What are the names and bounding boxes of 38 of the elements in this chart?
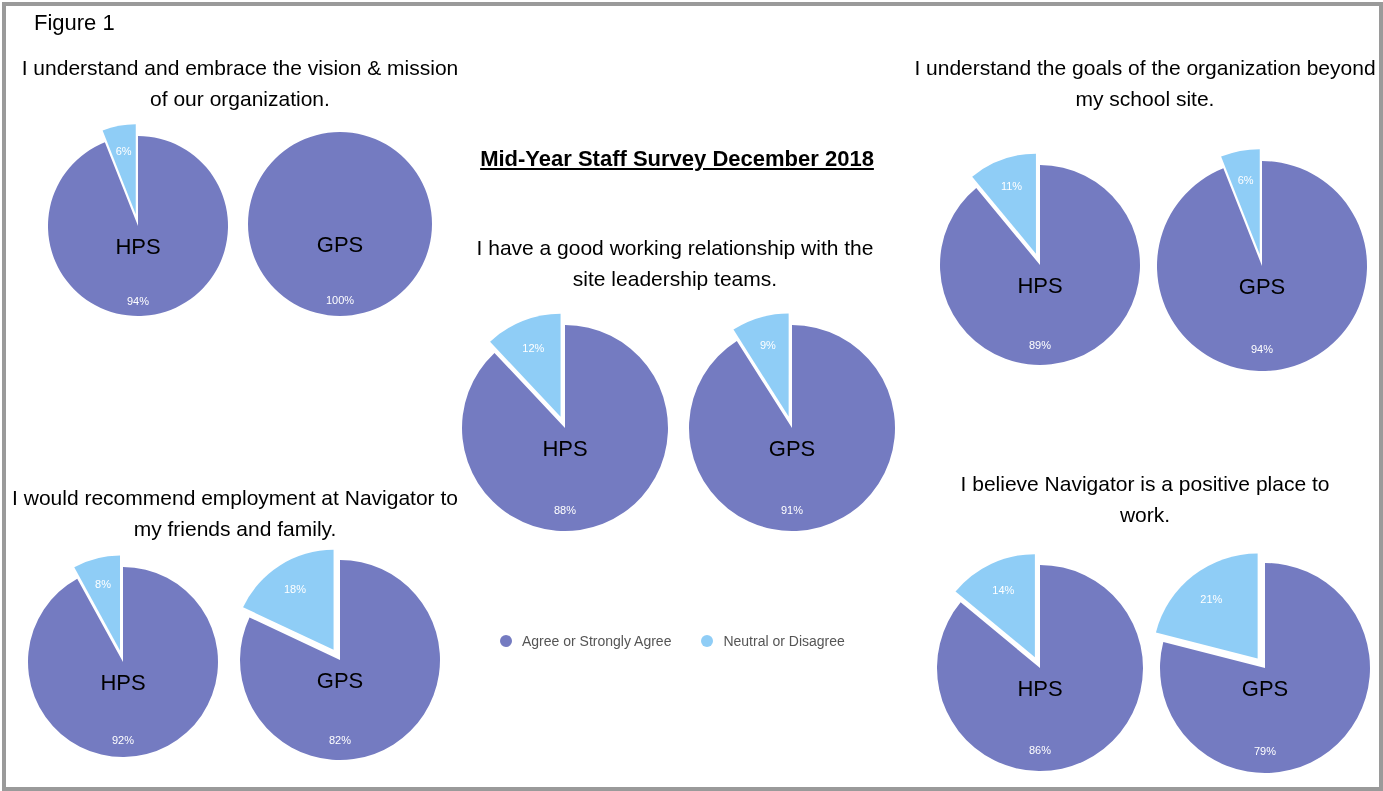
text: HPS <box>99 670 147 696</box>
chart-title: I have a good working relationship with the site leadership teams. <box>475 235 875 292</box>
data-label: 11% <box>1000 179 1023 192</box>
data-label: 88% <box>553 503 577 516</box>
data-label: 91% <box>780 503 804 516</box>
data-label: 6% <box>115 144 132 157</box>
text: HPS <box>541 436 589 462</box>
data-label: 6% <box>1237 173 1254 186</box>
data-label: 8% <box>95 578 112 591</box>
text: GPS <box>315 232 365 258</box>
caption: Figure 1 <box>34 10 115 36</box>
chart-title: I believe Navigator is a positive place to work. <box>960 471 1330 528</box>
text: GPS <box>315 668 365 694</box>
legend-label: Neutral or Disagree <box>723 633 845 649</box>
text: HPS <box>1016 273 1064 299</box>
text: HPS <box>114 234 162 260</box>
data-label: 100% <box>325 294 355 306</box>
text: Mid-Year Staff Survey December 2018 <box>479 146 875 172</box>
data-label: 18% <box>283 583 307 596</box>
text: GPS <box>767 436 817 462</box>
data-label: 86% <box>1028 743 1052 756</box>
text: GPS <box>1240 676 1290 702</box>
text: HPS <box>1016 676 1064 702</box>
data-label: 94% <box>126 295 150 307</box>
data-label: 12% <box>522 341 545 354</box>
text: GPS <box>1237 274 1287 300</box>
data-label: 21% <box>1200 592 1223 605</box>
legend-label: Agree or Strongly Agree <box>522 633 672 649</box>
data-label: 9% <box>760 339 777 352</box>
data-label: 89% <box>1028 339 1052 351</box>
chart-title: I would recommend employment at Navigator to my friends and family. <box>11 485 459 542</box>
chart-title: I understand the goals of the organization beyond my school site. <box>913 55 1377 112</box>
data-label: 79% <box>1253 744 1277 757</box>
data-label: 94% <box>1250 342 1274 355</box>
data-label: 92% <box>111 733 135 746</box>
data-label: 14% <box>992 584 1015 597</box>
data-label: 82% <box>328 734 352 746</box>
chart-title: I understand and embrace the vision & mission of our organization. <box>20 55 460 112</box>
